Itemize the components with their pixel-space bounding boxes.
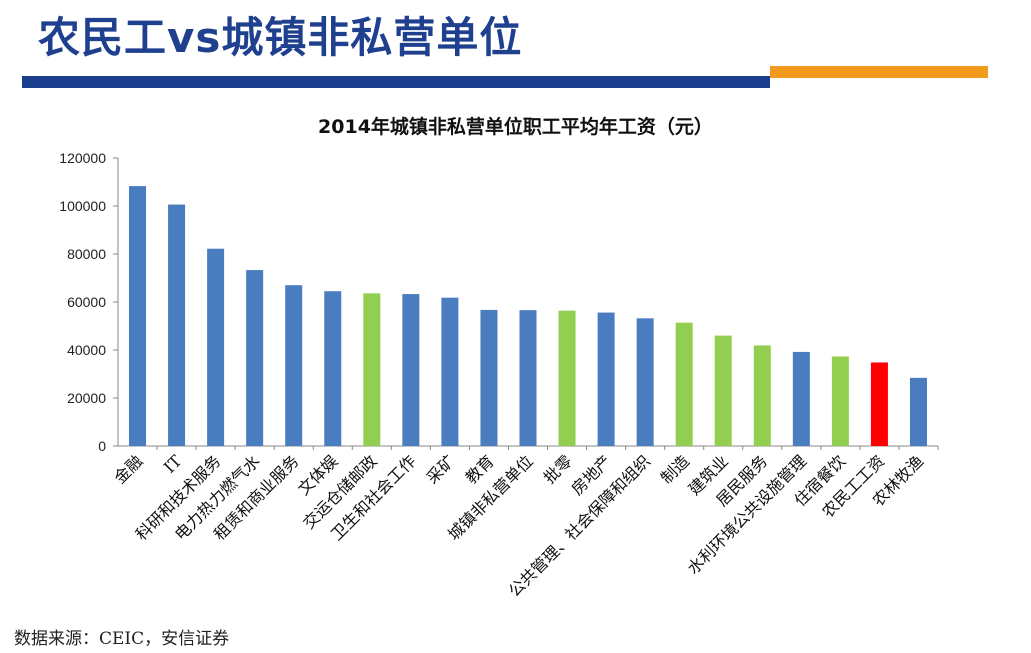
slide-title: 农民工vs城镇非私营单位 xyxy=(38,13,523,62)
header-blue-rule xyxy=(22,76,770,88)
bar-21 xyxy=(909,377,927,446)
bar-2 xyxy=(168,204,186,446)
bar-7 xyxy=(363,293,381,446)
bar-15 xyxy=(675,322,693,446)
bar-16 xyxy=(714,335,732,446)
category-label: 金融 xyxy=(110,451,146,487)
y-tick-label: 120000 xyxy=(59,150,106,166)
bar-19 xyxy=(831,356,849,446)
bar-10 xyxy=(480,309,498,446)
header-orange-rule xyxy=(770,66,988,78)
bar-9 xyxy=(441,297,459,446)
bar-4 xyxy=(246,270,264,446)
bar-11 xyxy=(519,310,537,446)
chart-title: 2014年城镇非私营单位职工平均年工资（元） xyxy=(318,116,713,138)
bar-13 xyxy=(597,312,615,446)
y-tick-label: 100000 xyxy=(59,198,106,214)
bar-12 xyxy=(558,310,576,446)
y-tick-label: 20000 xyxy=(67,390,106,406)
bar-20 xyxy=(870,362,888,446)
bar-5 xyxy=(285,285,303,446)
y-tick-label: 0 xyxy=(98,438,106,454)
y-tick-label: 60000 xyxy=(67,294,106,310)
y-tick-label: 80000 xyxy=(67,246,106,262)
category-label: 采矿 xyxy=(423,451,459,487)
bar-14 xyxy=(636,318,654,446)
bar-1 xyxy=(129,186,147,446)
bar-18 xyxy=(792,351,810,446)
source-note: 数据来源：CEIC，安信证券 xyxy=(14,629,230,649)
bar-8 xyxy=(402,294,420,446)
bar-17 xyxy=(753,345,771,446)
bar-3 xyxy=(207,248,225,446)
bar-6 xyxy=(324,291,342,446)
y-tick-label: 40000 xyxy=(67,342,106,358)
category-label: IT xyxy=(160,451,186,477)
